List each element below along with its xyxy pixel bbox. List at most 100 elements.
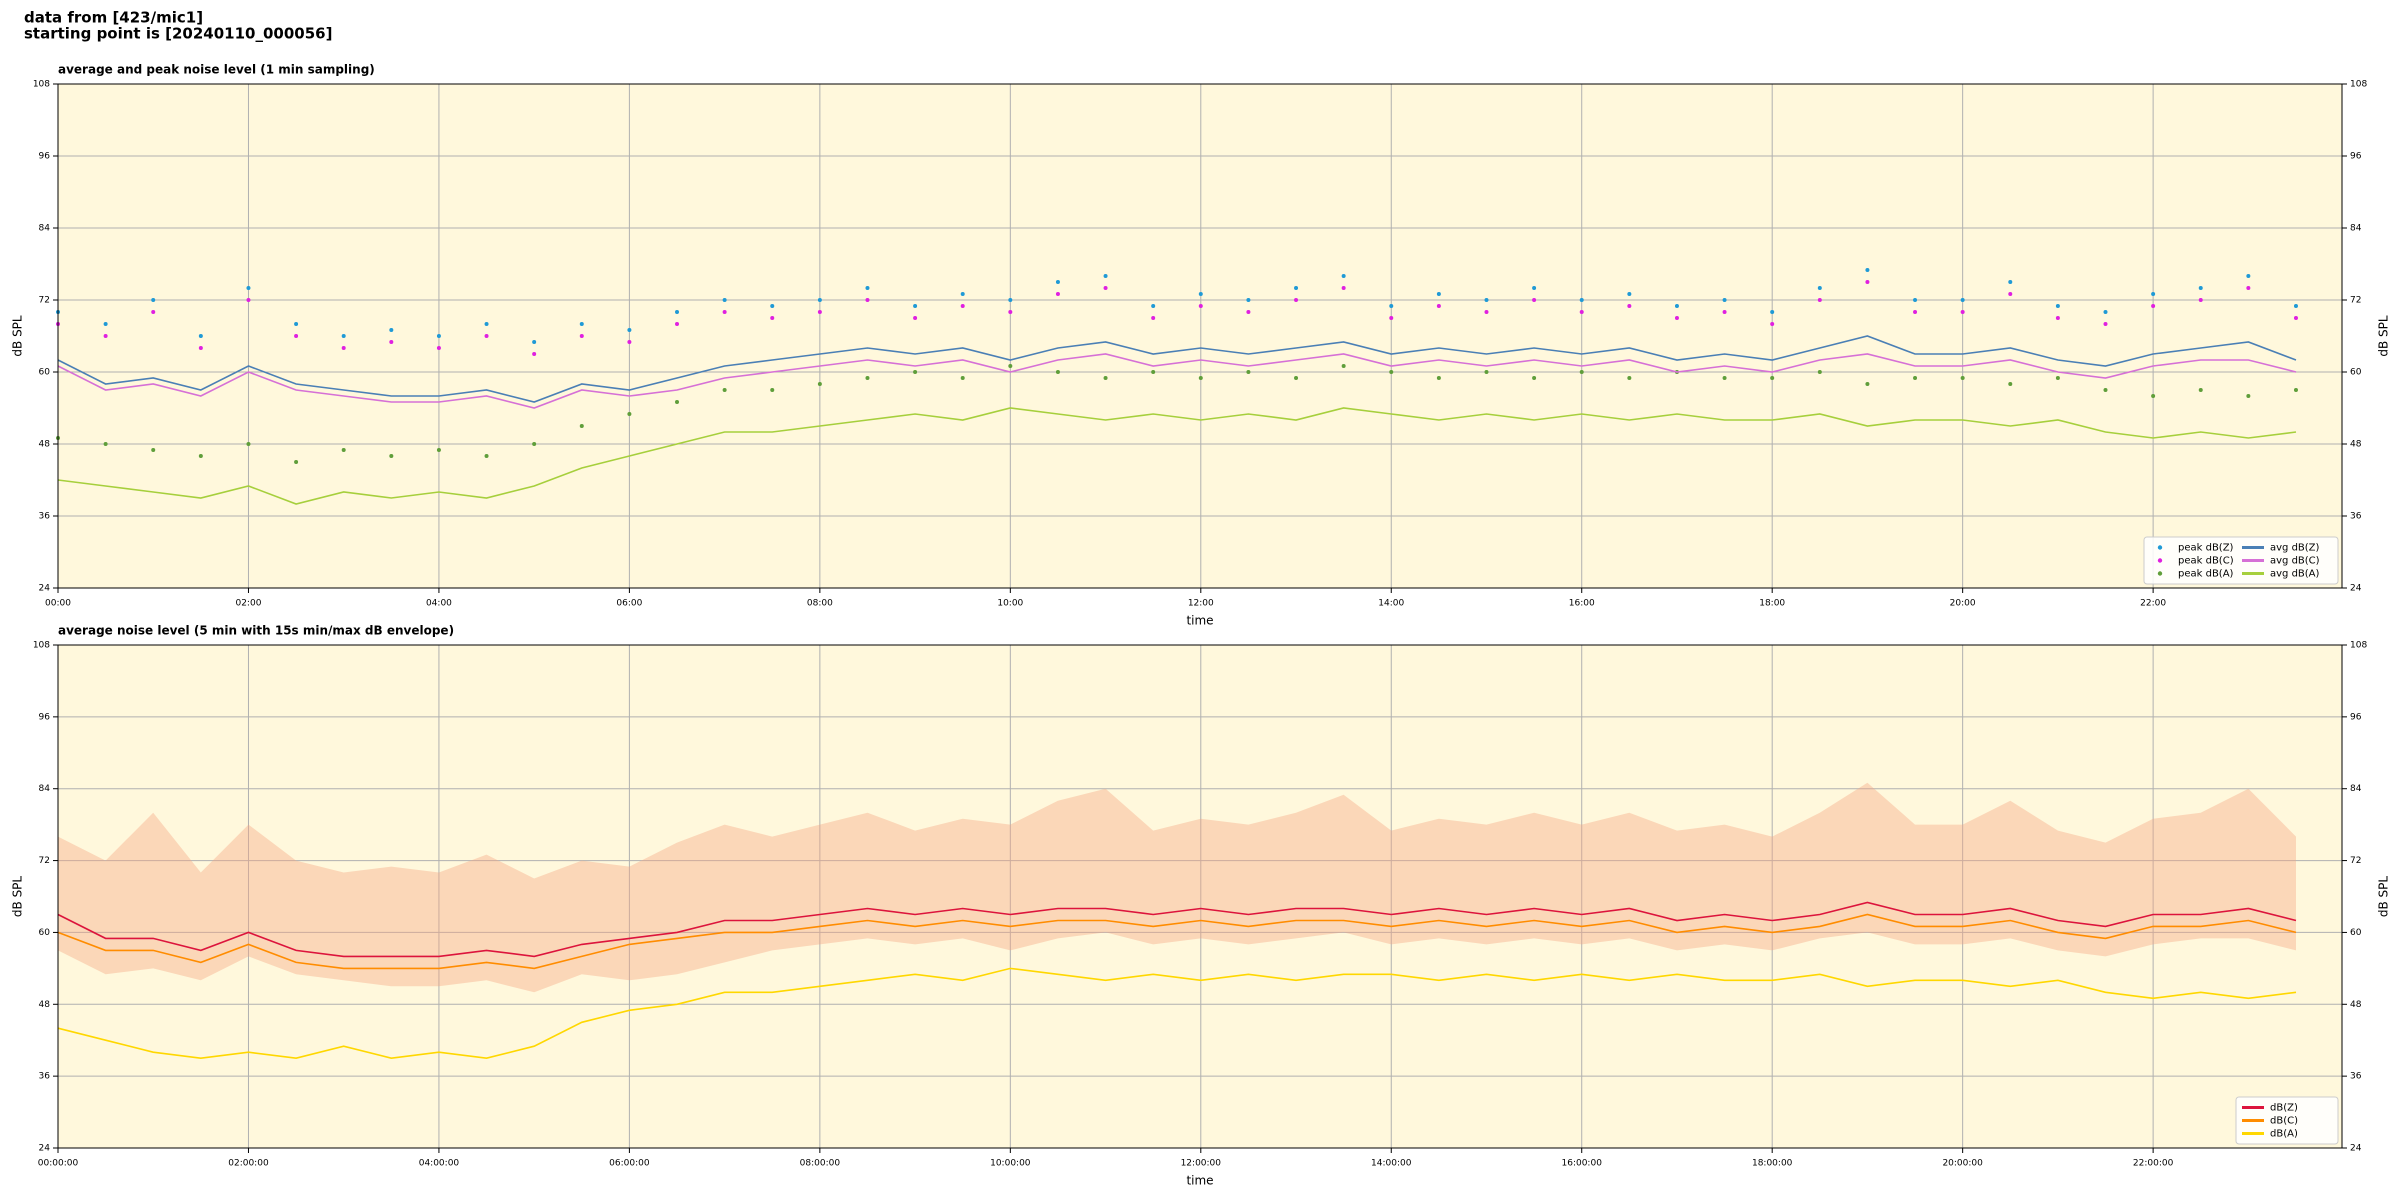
y2-tick-label: 60 <box>2350 368 2362 378</box>
series-line <box>57 335 2297 403</box>
y-tick-label: 48 <box>39 440 51 450</box>
peak-dot <box>389 454 394 458</box>
x-axis-label: time <box>1186 614 1213 628</box>
y2-axis-label: dB SPL <box>2377 876 2391 918</box>
peak-dot <box>913 316 918 320</box>
legend-label: peak dB(A) <box>2178 569 2234 580</box>
y2-tick-label: 60 <box>2350 928 2362 938</box>
peak-dot <box>341 346 346 350</box>
peak-dot <box>1579 310 1584 314</box>
x-tick-label: 08:00 <box>807 599 833 609</box>
y-axis-label: dB SPL <box>11 876 25 918</box>
peak-dot <box>1055 370 1060 374</box>
y2-tick-label: 24 <box>2350 1144 2362 1154</box>
peak-dot <box>2246 286 2251 290</box>
x-tick-label: 02:00:00 <box>228 1159 269 1169</box>
peak-dot <box>436 448 441 452</box>
x-tick-label: 16:00:00 <box>1562 1159 1603 1169</box>
peak-dot <box>532 352 537 356</box>
header-line: starting point is [20240110_000056] <box>24 25 332 43</box>
peak-dot <box>294 334 299 338</box>
x-tick-label: 14:00:00 <box>1371 1159 1412 1169</box>
peak-dot <box>1960 298 1965 302</box>
peak-dot <box>627 340 632 344</box>
peak-dot <box>1817 370 1822 374</box>
peak-dot <box>1008 364 1013 368</box>
peak-dot <box>1341 274 1346 278</box>
legend-label: dB(A) <box>2270 1129 2298 1140</box>
peak-dot <box>2055 304 2060 308</box>
peak-dot <box>198 454 203 458</box>
peak-dot <box>1960 376 1965 380</box>
peak-dot <box>1294 298 1299 302</box>
peak-dot <box>1817 298 1822 302</box>
peak-dot <box>1913 376 1918 380</box>
peak-dot <box>1341 286 1346 290</box>
peak-dot <box>865 286 870 290</box>
y2-tick-label: 48 <box>2350 440 2362 450</box>
legend-label: avg dB(Z) <box>2270 543 2320 554</box>
peak-dot <box>2293 388 2298 392</box>
peak-dot <box>151 448 156 452</box>
peak-dot <box>2103 310 2108 314</box>
x-tick-label: 14:00 <box>1378 599 1404 609</box>
peak-dot <box>103 334 108 338</box>
y-axis-label: dB SPL <box>11 315 25 357</box>
peak-dot <box>722 298 727 302</box>
peak-dot <box>1579 370 1584 374</box>
x-tick-label: 12:00:00 <box>1181 1159 1222 1169</box>
peak-dot <box>1532 376 1537 380</box>
peak-dot <box>1246 310 1251 314</box>
peak-dot <box>1008 298 1013 302</box>
peak-dot <box>2246 274 2251 278</box>
peak-dot <box>1198 304 1203 308</box>
peak-dot <box>1008 310 1013 314</box>
x-tick-label: 20:00:00 <box>1942 1159 1983 1169</box>
peak-dot <box>1294 376 1299 380</box>
series-line <box>57 407 2297 505</box>
series-line <box>57 901 2297 958</box>
x-tick-label: 06:00:00 <box>609 1159 650 1169</box>
peak-dot <box>1770 310 1775 314</box>
peak-dot <box>198 334 203 338</box>
x-tick-label: 22:00:00 <box>2133 1159 2174 1169</box>
y-tick-label: 108 <box>33 80 50 90</box>
peak-dot <box>341 448 346 452</box>
y2-tick-label: 84 <box>2350 224 2362 234</box>
peak-dot <box>722 310 727 314</box>
peak-dot <box>2008 292 2013 296</box>
y2-tick-label: 36 <box>2350 1072 2362 1082</box>
panel-title: average noise level (5 min with 15s min/… <box>58 624 454 638</box>
peak-dot <box>151 310 156 314</box>
peak-dot <box>1960 310 1965 314</box>
peak-dot <box>246 442 251 446</box>
x-tick-label: 18:00 <box>1759 599 1785 609</box>
peak-dot <box>1913 298 1918 302</box>
peak-dot <box>1294 286 1299 290</box>
peak-dot <box>1436 376 1441 380</box>
peak-dot <box>627 328 632 332</box>
y-tick-label: 84 <box>39 784 51 794</box>
peak-dot <box>1770 322 1775 326</box>
legend-label: dB(Z) <box>2270 1103 2298 1114</box>
peak-dot <box>1055 292 1060 296</box>
peak-dot <box>2246 394 2251 398</box>
peak-dot <box>198 346 203 350</box>
x-tick-label: 10:00:00 <box>990 1159 1031 1169</box>
x-tick-label: 16:00 <box>1569 599 1595 609</box>
peak-dot <box>817 310 822 314</box>
peak-dot <box>1103 274 1108 278</box>
y2-tick-label: 36 <box>2350 512 2362 522</box>
peak-dot <box>1817 286 1822 290</box>
y-tick-label: 96 <box>39 152 51 162</box>
x-tick-label: 04:00 <box>426 599 452 609</box>
peak-dot <box>151 298 156 302</box>
peak-dot <box>675 310 680 314</box>
peak-dot <box>817 382 822 386</box>
peak-dot <box>2055 376 2060 380</box>
x-tick-label: 20:00 <box>1950 599 1976 609</box>
y2-tick-label: 96 <box>2350 152 2362 162</box>
x-tick-label: 22:00 <box>2140 599 2166 609</box>
